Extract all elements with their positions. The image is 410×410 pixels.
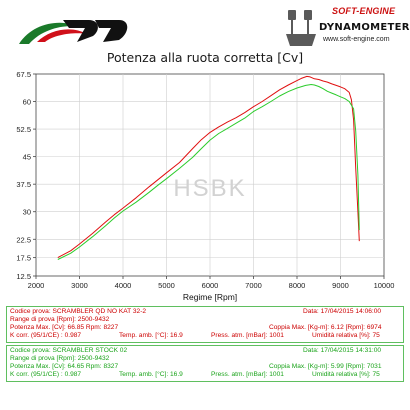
brand-title: SOFT-ENGINE (332, 6, 396, 16)
brand-subtitle: DYNAMOMETERS (319, 22, 410, 33)
x-tick-label: 6000 (202, 281, 219, 290)
brand-url: www.soft-engine.com (323, 36, 390, 43)
series-line-2 (57, 84, 360, 260)
qd-logo (19, 20, 128, 44)
panel1-potenza: Potenza Max. [Cv]: 66.85 Rpm: 8227 (10, 324, 119, 331)
panel1-data: Data: 17/04/2015 14:06:00 (303, 308, 382, 315)
chart-title: Potenza alla ruota corretta [Cv] (106, 50, 304, 65)
x-tick-label: 2000 (28, 281, 45, 290)
panel2-coppia: Coppia Max. [Kg-m]: 5.99 [Rpm]: 7031 (269, 363, 382, 370)
y-tick-label: 12.5 (16, 272, 31, 281)
x-tick-label: 3000 (71, 281, 88, 290)
logo-letter-q (63, 20, 98, 42)
panel2-potenza: Potenza Max. [Cv]: 64.65 Rpm: 8327 (10, 363, 119, 370)
panel2-codice: Codice prova: SCRAMBLER STOCK 02 (10, 347, 128, 354)
panel1-temp: Temp. amb. [°C]: 16.9 (119, 332, 183, 339)
panel2-range: Range di prova [Rpm]: 2500-9432 (10, 355, 110, 362)
logo-swoosh-red (37, 29, 87, 42)
x-tick-label: 8000 (289, 281, 306, 290)
panel2-kcorr: K corr. (95/1/CE) : 0.987 (10, 371, 82, 378)
soft-engine-logo (286, 10, 316, 46)
y-tick-label: 30 (23, 208, 31, 217)
panel1-press: Press. atm. [mBar]: 1001 (211, 332, 284, 339)
x-tick-label: 4000 (115, 281, 132, 290)
logo-letter-d (95, 20, 128, 42)
panel2-temp: Temp. amb. [°C]: 16.9 (119, 371, 183, 378)
y-tick-label: 52.5 (16, 125, 31, 134)
panel1-umid: Umidità relativa [%]: 75 (312, 332, 380, 339)
engine-pistons-icon (286, 10, 316, 46)
panel2-data: Data: 17/04/2015 14:31:00 (303, 347, 382, 354)
logo-swoosh-green (19, 22, 81, 44)
y-tick-label: 60 (23, 98, 31, 107)
x-axis-label: Regime [Rpm] (183, 292, 237, 302)
panel2-press: Press. atm. [mBar]: 1001 (211, 371, 284, 378)
panel2-umid: Umidità relativa [%]: 75 (312, 371, 380, 378)
test-info-panel-1: Codice prova: SCRAMBLER QD NO KAT 32-2 D… (6, 306, 404, 343)
x-tick-label: 7000 (245, 281, 262, 290)
x-tick-label: 5000 (158, 281, 175, 290)
watermark: HSBK (173, 175, 246, 202)
panel1-codice: Codice prova: SCRAMBLER QD NO KAT 32-2 (10, 308, 147, 315)
panel1-kcorr: K corr. (95/1/CE) : 0.987 (10, 332, 82, 339)
series-line-1 (57, 75, 360, 259)
y-tick-label: 67.5 (16, 70, 31, 79)
y-tick-label: 45 (23, 153, 31, 162)
test-info-panel-2: Codice prova: SCRAMBLER STOCK 02 Data: 1… (6, 345, 404, 382)
y-tick-label: 17.5 (16, 254, 31, 263)
panel1-coppia: Coppia Max. [Kg-m]: 6.12 [Rpm]: 6974 (269, 324, 382, 331)
x-tick-label: 9000 (332, 281, 349, 290)
panel1-range: Range di prova [Rpm]: 2500-9432 (10, 316, 110, 323)
y-tick-label: 37.5 (16, 180, 31, 189)
y-tick-label: 22.5 (16, 235, 31, 244)
x-tick-label: 10000 (374, 281, 395, 290)
